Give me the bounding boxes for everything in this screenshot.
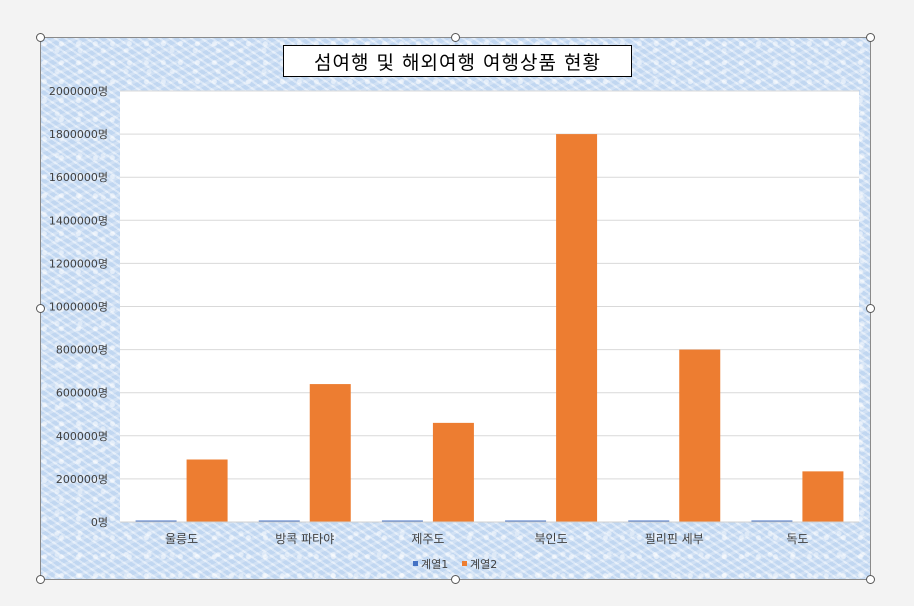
y-tick-label: 1800000명: [49, 128, 108, 141]
gridlines: [120, 90, 859, 480]
bar-1-3[interactable]: [381, 520, 423, 523]
x-tick-label: 북인도: [535, 532, 568, 546]
y-tick-label: 1400000명: [49, 214, 108, 227]
resize-handle-right[interactable]: [866, 304, 875, 313]
x-tick-label: 필리핀 세부: [645, 532, 704, 546]
y-tick-label: 800000명: [56, 344, 108, 357]
y-tick-label: 2000000명: [49, 85, 108, 98]
bar-2-1[interactable]: [186, 459, 228, 522]
resize-handle-bottom-left[interactable]: [36, 575, 45, 584]
legend-swatch-1: [413, 561, 418, 566]
bar-1-4[interactable]: [505, 520, 547, 523]
x-tick-label: 울릉도: [165, 532, 198, 546]
legend-label-1: 계열1: [421, 558, 448, 571]
bar-2-6[interactable]: [802, 471, 844, 522]
resize-handle-top[interactable]: [451, 33, 460, 42]
legend[interactable]: 계열1 계열2: [413, 558, 497, 571]
legend-label-2: 계열2: [470, 558, 497, 571]
resize-handle-bottom-right[interactable]: [866, 575, 875, 584]
y-axis-labels: 0명 200000명 400000명 600000명 800000명 1000000명 12…: [49, 85, 108, 529]
x-tick-label: 독도: [786, 532, 808, 546]
y-tick-label: 1200000명: [49, 257, 108, 270]
resize-handle-top-right[interactable]: [866, 33, 875, 42]
y-tick-label: 400000명: [56, 430, 108, 443]
legend-swatch-2: [462, 561, 467, 566]
x-tick-label: 방콕 파타야: [275, 532, 334, 546]
y-tick-label: 1600000명: [49, 171, 108, 184]
bars: [135, 134, 844, 523]
resize-handle-bottom[interactable]: [451, 575, 460, 584]
bar-1-2[interactable]: [258, 520, 300, 523]
resize-handle-left[interactable]: [36, 304, 45, 313]
y-tick-label: 0명: [91, 516, 108, 529]
x-tick-label: 제주도: [411, 532, 444, 546]
bar-2-3[interactable]: [432, 422, 474, 522]
x-axis-labels: 울릉도 방콕 파타야 제주도 북인도 필리핀 세부 독도: [165, 532, 808, 546]
bar-2-5[interactable]: [679, 349, 721, 522]
bar-2-4[interactable]: [556, 134, 598, 522]
y-tick-label: 600000명: [56, 387, 108, 400]
bar-1-5[interactable]: [628, 520, 670, 523]
bar-1-6[interactable]: [751, 520, 793, 523]
resize-handle-top-left[interactable]: [36, 33, 45, 42]
y-tick-label: 1000000명: [49, 301, 108, 314]
bar-1-1[interactable]: [135, 520, 177, 523]
bar-2-2[interactable]: [309, 384, 351, 522]
chart-title[interactable]: 섬여행 및 해외여행 여행상품 현황: [283, 45, 632, 77]
y-tick-label: 200000명: [56, 473, 108, 486]
